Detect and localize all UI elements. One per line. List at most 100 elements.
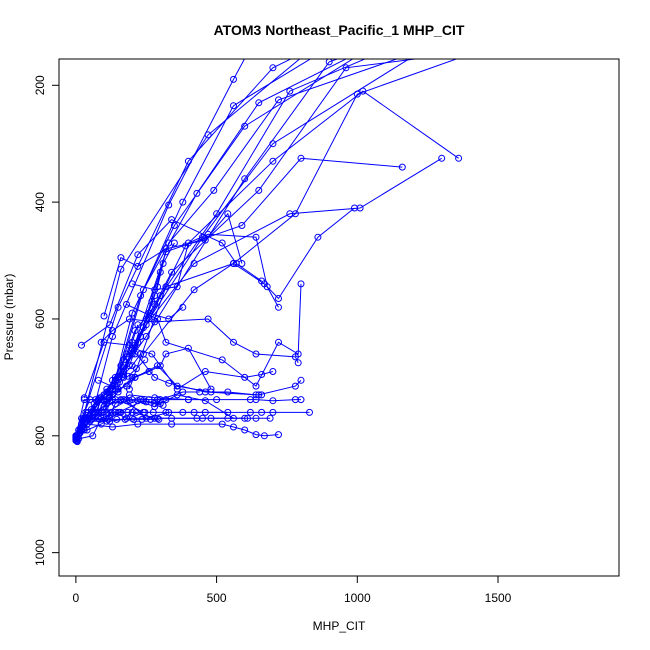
data-point bbox=[165, 379, 173, 387]
data-point bbox=[266, 414, 274, 422]
data-point bbox=[291, 382, 299, 390]
series-45 bbox=[73, 408, 157, 440]
series-line bbox=[117, 59, 348, 378]
data-point bbox=[314, 233, 322, 241]
data-point bbox=[79, 415, 87, 423]
data-point bbox=[190, 260, 198, 267]
data-point bbox=[241, 414, 249, 422]
data-point bbox=[100, 312, 108, 320]
data-point bbox=[286, 210, 294, 218]
data-point bbox=[286, 87, 294, 95]
data-point bbox=[125, 315, 133, 323]
data-point bbox=[218, 239, 226, 247]
data-point bbox=[134, 420, 142, 428]
data-point bbox=[137, 333, 145, 340]
data-point bbox=[111, 376, 119, 384]
series-line bbox=[126, 283, 302, 387]
data-point bbox=[291, 353, 299, 361]
x-tick-label: 1000 bbox=[344, 591, 371, 605]
data-point bbox=[294, 359, 302, 367]
data-point bbox=[258, 391, 266, 399]
data-point bbox=[94, 396, 102, 404]
data-point bbox=[269, 140, 277, 148]
data-point bbox=[82, 408, 90, 416]
data-point bbox=[109, 396, 116, 404]
data-point bbox=[275, 303, 282, 311]
data-point bbox=[275, 431, 282, 439]
series-line bbox=[83, 341, 302, 398]
data-point bbox=[128, 350, 136, 358]
data-point bbox=[275, 295, 282, 302]
data-point bbox=[252, 350, 260, 358]
data-point bbox=[107, 408, 115, 416]
data-point bbox=[179, 408, 187, 416]
data-point bbox=[170, 222, 178, 229]
data-point bbox=[128, 280, 136, 288]
data-point bbox=[123, 300, 130, 308]
data-point bbox=[116, 378, 123, 386]
data-point bbox=[269, 408, 277, 416]
data-point bbox=[87, 415, 95, 423]
series-line bbox=[92, 59, 245, 413]
data-point bbox=[155, 415, 163, 423]
series-line bbox=[76, 411, 154, 436]
data-point bbox=[258, 371, 266, 378]
x-tick-label: 500 bbox=[207, 591, 227, 605]
y-tick-label: 1000 bbox=[33, 539, 47, 566]
data-point bbox=[117, 362, 125, 370]
data-point bbox=[342, 64, 350, 72]
x-tick-label: 1500 bbox=[485, 591, 512, 605]
data-point bbox=[100, 338, 108, 346]
data-point bbox=[113, 415, 121, 423]
data-point bbox=[184, 344, 192, 352]
data-point bbox=[207, 385, 215, 393]
series-line bbox=[128, 59, 458, 390]
data-point bbox=[297, 280, 305, 288]
data-point bbox=[193, 189, 201, 197]
data-point bbox=[201, 236, 209, 244]
data-point bbox=[139, 324, 147, 332]
data-point bbox=[131, 373, 139, 381]
data-point bbox=[107, 384, 115, 392]
data-point bbox=[190, 286, 198, 294]
data-point bbox=[173, 382, 181, 390]
y-tick-label: 200 bbox=[33, 75, 47, 95]
data-point bbox=[78, 341, 85, 349]
data-point bbox=[179, 303, 187, 311]
data-point bbox=[246, 408, 254, 416]
data-point bbox=[306, 408, 313, 416]
data-point bbox=[142, 315, 150, 323]
data-point bbox=[252, 382, 260, 390]
data-point bbox=[162, 350, 170, 358]
data-point bbox=[255, 186, 263, 194]
data-point bbox=[138, 415, 146, 423]
data-point bbox=[72, 435, 80, 443]
data-point bbox=[78, 414, 85, 422]
series-line bbox=[103, 212, 243, 317]
data-point bbox=[213, 396, 221, 404]
data-point bbox=[325, 59, 333, 66]
data-point bbox=[275, 338, 282, 346]
data-point bbox=[353, 90, 361, 98]
data-point bbox=[148, 350, 156, 358]
x-tick-label: 0 bbox=[73, 591, 80, 605]
data-point bbox=[173, 283, 181, 291]
data-point bbox=[218, 420, 226, 428]
data-point bbox=[297, 154, 305, 162]
data-point bbox=[154, 283, 161, 291]
data-point bbox=[252, 431, 260, 439]
data-point bbox=[86, 396, 94, 404]
data-point bbox=[130, 415, 138, 423]
data-point bbox=[258, 408, 266, 416]
series-44 bbox=[72, 415, 163, 443]
data-point bbox=[156, 362, 164, 370]
data-point bbox=[159, 260, 167, 267]
data-point bbox=[359, 87, 367, 95]
data-point bbox=[230, 75, 237, 83]
data-point bbox=[455, 154, 463, 162]
data-point bbox=[151, 300, 159, 308]
y-axis-label: Pressure (mbar) bbox=[2, 274, 16, 361]
data-point bbox=[297, 376, 305, 384]
